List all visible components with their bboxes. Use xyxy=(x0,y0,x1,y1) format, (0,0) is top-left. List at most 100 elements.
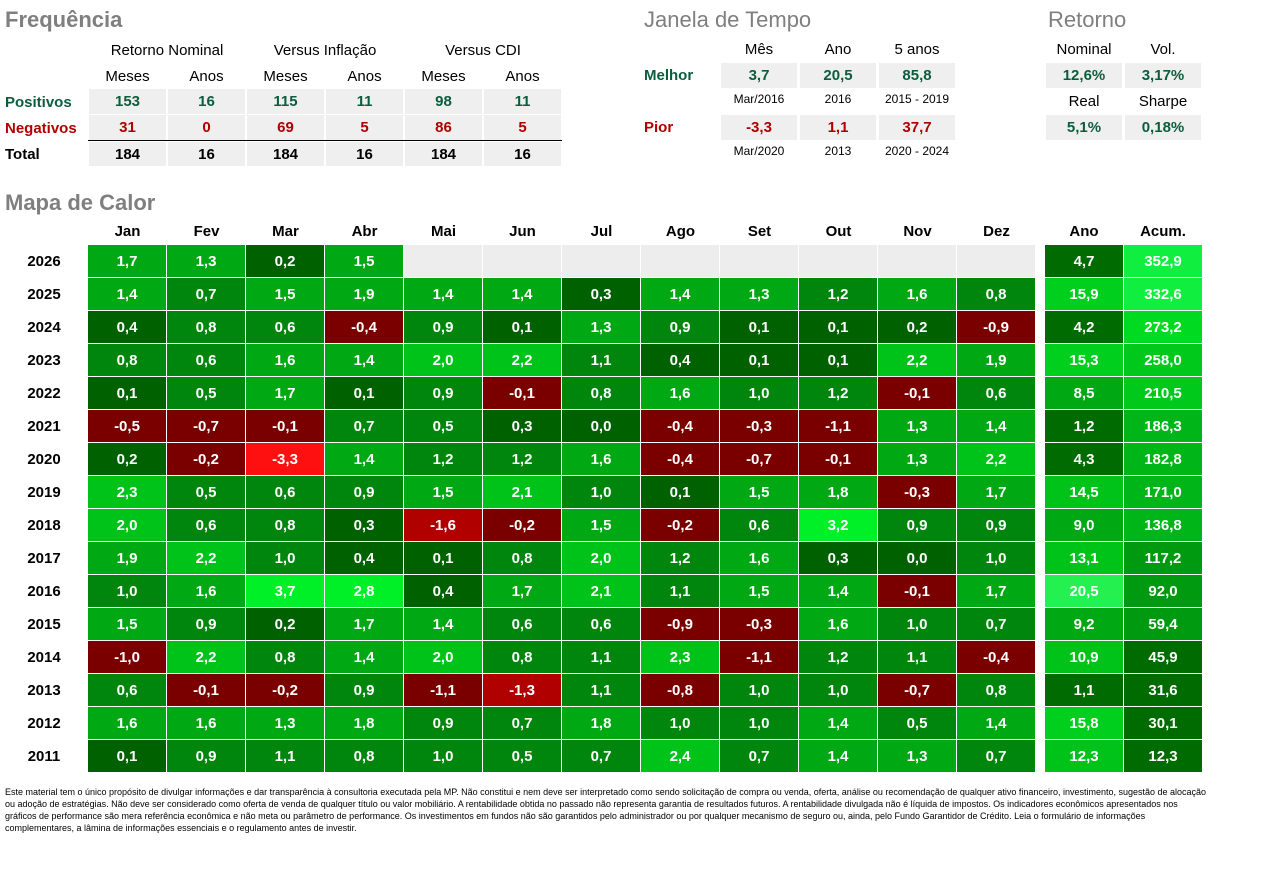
acum-cell: 352,9 xyxy=(1124,245,1202,277)
ano-cell: 8,5 xyxy=(1045,377,1123,409)
heatmap-cell: 1,5 xyxy=(720,476,798,508)
heatmap-cell: 1,4 xyxy=(799,575,877,607)
heatmap-cell xyxy=(878,245,956,277)
freq-subheader: Meses xyxy=(105,68,150,85)
heatmap-cell: 0,4 xyxy=(88,311,166,343)
freq-subheader: Meses xyxy=(263,68,308,85)
heatmap-cell: 0,9 xyxy=(404,707,482,739)
ano-cell: 1,2 xyxy=(1045,410,1123,442)
heatmap-cell: -0,2 xyxy=(167,443,245,475)
heatmap-cell: 1,2 xyxy=(799,641,877,673)
heatmap-cell: -0,7 xyxy=(167,410,245,442)
year-label: 2026 xyxy=(27,253,61,270)
heatmap-cell: 0,5 xyxy=(878,707,956,739)
year-label: 2022 xyxy=(27,385,61,402)
janela-header: 5 anos xyxy=(894,41,940,58)
heatmap-cell: 1,6 xyxy=(246,344,324,376)
month-header: Jun xyxy=(509,223,536,240)
year-label: 2012 xyxy=(27,715,61,732)
freq-total-divider xyxy=(88,140,562,141)
heatmap-cell: -0,4 xyxy=(641,410,719,442)
janela-header: Ano xyxy=(824,41,852,58)
ano-cell: 9,2 xyxy=(1045,608,1123,640)
heatmap-cell: 0,8 xyxy=(483,542,561,574)
heatmap-cell: 1,5 xyxy=(88,608,166,640)
month-header: Ago xyxy=(665,223,696,240)
freq-group-cdi: Versus CDI xyxy=(445,42,521,59)
freq-cell: 86 xyxy=(405,115,482,140)
heatmap-cell: 1,0 xyxy=(957,542,1035,574)
heatmap-cell: 1,3 xyxy=(246,707,324,739)
freq-cell: 16 xyxy=(484,142,561,166)
heatmap-cell: 0,3 xyxy=(483,410,561,442)
year-label: 2016 xyxy=(27,583,61,600)
heatmap-cell: 0,9 xyxy=(878,509,956,541)
heatmap-cell: 0,8 xyxy=(88,344,166,376)
heatmap-cell xyxy=(957,245,1035,277)
heatmap-cell: 0,6 xyxy=(167,509,245,541)
heatmap-cell: 1,2 xyxy=(483,443,561,475)
ano-cell: 15,9 xyxy=(1045,278,1123,310)
heatmap-cell xyxy=(720,245,798,277)
heatmap-cell: 0,9 xyxy=(404,377,482,409)
heatmap-cell: 0,2 xyxy=(246,245,324,277)
acum-cell: 332,6 xyxy=(1124,278,1202,310)
ano-cell: 14,5 xyxy=(1045,476,1123,508)
heatmap-cell: 1,5 xyxy=(246,278,324,310)
heatmap-cell: 0,1 xyxy=(483,311,561,343)
heatmap-cell: 2,3 xyxy=(88,476,166,508)
month-header: Jan xyxy=(114,223,141,240)
heatmap-cell: 1,8 xyxy=(799,476,877,508)
heatmap-cell: 0,9 xyxy=(957,509,1035,541)
heatmap-cell: 0,1 xyxy=(799,311,877,343)
acum-cell: 258,0 xyxy=(1124,344,1202,376)
heatmap-cell: 0,8 xyxy=(957,674,1035,706)
heatmap-cell: 1,7 xyxy=(325,608,403,640)
janela-pior-value: -3,3 xyxy=(721,115,797,140)
heatmap-cell: 1,0 xyxy=(404,740,482,772)
year-label: 2017 xyxy=(27,550,61,567)
year-label: 2015 xyxy=(27,616,61,633)
heatmap-cell: 1,4 xyxy=(957,410,1035,442)
heatmap-cell: 1,6 xyxy=(720,542,798,574)
heatmap-cell: 0,5 xyxy=(404,410,482,442)
heatmap-cell: 0,5 xyxy=(167,476,245,508)
freq-cell: 184 xyxy=(89,142,166,166)
heatmap-cell: 1,2 xyxy=(799,377,877,409)
heatmap-cell: 0,4 xyxy=(404,575,482,607)
heatmap-cell: 0,7 xyxy=(957,608,1035,640)
year-label: 2014 xyxy=(27,649,61,666)
acum-cell: 136,8 xyxy=(1124,509,1202,541)
month-header: Set xyxy=(747,223,772,240)
heatmap-cell: 1,6 xyxy=(88,707,166,739)
heatmap-cell: 1,9 xyxy=(957,344,1035,376)
heatmap-cell: -0,1 xyxy=(167,674,245,706)
heatmap-cell: 2,0 xyxy=(404,344,482,376)
heatmap-cell: 2,2 xyxy=(167,641,245,673)
heatmap-cell: 0,8 xyxy=(562,377,640,409)
heatmap-cell: 0,8 xyxy=(957,278,1035,310)
heatmap-cell: 1,1 xyxy=(878,641,956,673)
heatmap-cell: 0,7 xyxy=(325,410,403,442)
heatmap-cell: 0,9 xyxy=(167,740,245,772)
heatmap-cell: 1,0 xyxy=(88,575,166,607)
heatmap-cell: 1,0 xyxy=(641,707,719,739)
ano-cell: 15,8 xyxy=(1045,707,1123,739)
heatmap-cell: 0,3 xyxy=(325,509,403,541)
heatmap-cell: -0,8 xyxy=(641,674,719,706)
heatmap-cell: 1,5 xyxy=(404,476,482,508)
year-label: 2020 xyxy=(27,451,61,468)
janela-melhor-value: 85,8 xyxy=(879,63,955,88)
janela-pior-value: 37,7 xyxy=(879,115,955,140)
heatmap-cell: 1,4 xyxy=(88,278,166,310)
heatmap-cell: 1,7 xyxy=(483,575,561,607)
heatmap-cell: 1,6 xyxy=(167,707,245,739)
heatmap-cell: 0,6 xyxy=(88,674,166,706)
acum-cell: 30,1 xyxy=(1124,707,1202,739)
freq-subheader: Anos xyxy=(189,68,224,85)
acum-header: Acum. xyxy=(1140,223,1186,240)
acum-cell: 59,4 xyxy=(1124,608,1202,640)
acum-cell: 182,8 xyxy=(1124,443,1202,475)
heatmap-cell: 0,7 xyxy=(167,278,245,310)
year-label: 2023 xyxy=(27,352,61,369)
